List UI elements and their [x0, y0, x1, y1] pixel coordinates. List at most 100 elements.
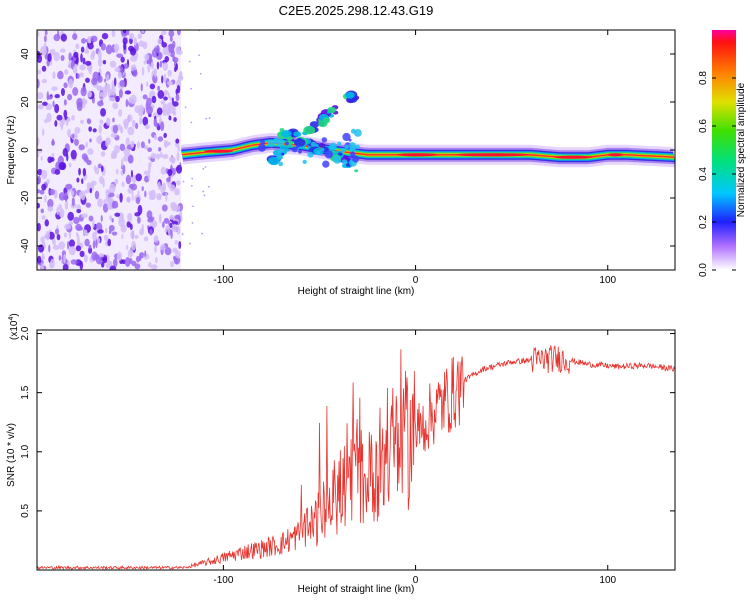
noise-speck — [41, 65, 47, 72]
noise-speck — [160, 243, 166, 251]
noise-speck — [205, 117, 208, 120]
spectrogram-y-tick-label: -20 — [20, 190, 31, 205]
noise-speck — [96, 135, 103, 145]
noise-speck — [147, 173, 151, 180]
snr-series-line — [37, 345, 675, 570]
noise-speck — [100, 151, 106, 157]
signal-peak — [396, 153, 439, 157]
turbulence-blob — [340, 147, 346, 153]
noise-speck — [163, 96, 168, 101]
noise-speck — [152, 220, 158, 228]
noise-speck — [158, 213, 162, 224]
noise-speck — [82, 57, 86, 65]
snr-y-ticks: 0.5 1.0 1.5 2.0 — [20, 326, 675, 518]
noise-speck — [37, 152, 40, 158]
noise-speck — [173, 205, 181, 212]
noise-speck — [105, 44, 113, 55]
noise-speck — [109, 60, 117, 68]
noise-speck — [169, 184, 176, 192]
noise-speck — [131, 260, 137, 266]
noise-speck — [163, 217, 170, 224]
snr-x-ticks: -100 0 100 — [213, 330, 617, 586]
noise-speck — [171, 220, 179, 225]
noise-speck — [126, 30, 130, 36]
noise-speck — [68, 245, 76, 256]
noise-speck — [123, 63, 129, 69]
noise-speck — [131, 191, 134, 202]
noise-speck — [100, 214, 103, 222]
noise-speck — [162, 154, 169, 160]
noise-speck — [53, 51, 60, 62]
noise-speck — [37, 69, 41, 75]
noise-speck — [87, 42, 94, 50]
noise-speck — [47, 53, 52, 62]
noise-speck — [111, 85, 116, 96]
noise-speck — [139, 252, 145, 259]
noise-speck — [119, 192, 123, 203]
turbulence-blob — [350, 128, 356, 134]
noise-speck — [127, 249, 134, 258]
spectrogram-y-label: Frequency (Hz) — [6, 116, 17, 185]
noise-speck — [153, 118, 158, 127]
noise-speck — [90, 180, 97, 186]
noise-speck — [122, 30, 127, 34]
noise-speck — [52, 100, 55, 108]
signal-peak — [454, 153, 531, 157]
noise-speck — [160, 121, 165, 132]
noise-speck — [79, 191, 84, 199]
noise-speck — [78, 167, 81, 176]
turbulence-blob — [316, 150, 321, 155]
noise-speck — [42, 128, 45, 137]
turbulence-blob — [337, 152, 343, 156]
noise-speck — [80, 86, 87, 97]
turbulence-blob — [337, 141, 342, 146]
noise-speck — [44, 219, 49, 227]
noise-speck — [148, 261, 152, 268]
noise-speck — [134, 234, 139, 239]
noise-speck — [169, 214, 175, 220]
noise-speck — [132, 69, 138, 77]
noise-speck — [54, 169, 61, 175]
noise-speck — [84, 189, 90, 194]
noise-speck — [78, 144, 85, 151]
noise-speck — [146, 81, 149, 87]
noise-speck — [117, 71, 122, 79]
noise-speck — [100, 108, 107, 117]
noise-speck — [118, 217, 126, 228]
turbulence-blob — [303, 125, 316, 135]
noise-speck — [137, 190, 140, 196]
noise-speck — [102, 257, 108, 264]
noise-speck — [130, 230, 135, 239]
noise-speck — [149, 216, 155, 221]
colorbar: 0.0 0.2 0.4 0.6 0.8 Normalized spectral ampl… — [698, 30, 747, 277]
noise-speck — [109, 265, 117, 270]
noise-speck — [147, 147, 153, 153]
noise-speck — [71, 197, 75, 207]
noise-speck — [87, 148, 94, 155]
noise-speck — [40, 236, 45, 243]
noise-speck — [149, 229, 153, 236]
turbulence-blob — [345, 91, 355, 99]
noise-speck — [175, 138, 180, 144]
noise-speck — [143, 60, 147, 65]
noise-speck — [67, 128, 72, 138]
snr-y-tick-label: 1.0 — [20, 444, 31, 458]
noise-speck — [127, 212, 133, 223]
noise-speck — [156, 44, 160, 54]
turbulence-blob — [352, 155, 360, 163]
noise-speck — [46, 95, 53, 100]
noise-speck — [54, 228, 60, 235]
noise-speck — [163, 73, 167, 84]
noise-speck — [121, 233, 124, 240]
noise-speck — [122, 164, 126, 175]
noise-speck — [97, 57, 103, 68]
noise-speck — [106, 200, 114, 210]
spectrogram-y-tick-label: 40 — [20, 48, 31, 60]
noise-speck — [110, 132, 117, 138]
noise-speck — [37, 136, 40, 146]
noise-speck — [64, 223, 72, 230]
noise-speck — [150, 152, 157, 159]
noise-speck — [108, 224, 115, 232]
noise-speck — [141, 186, 144, 192]
snr-y-tick-label: 1.5 — [20, 385, 31, 399]
